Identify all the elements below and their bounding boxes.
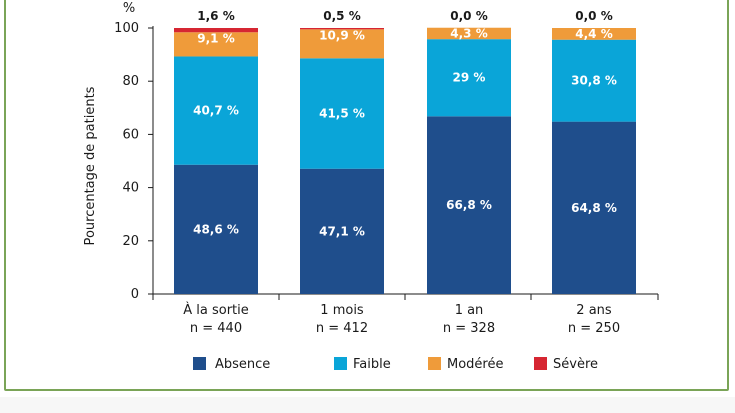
bar-sévère-1 (300, 28, 384, 30)
bar-absence-0 (174, 164, 258, 294)
x-category-label-0: À la sortie (183, 302, 249, 318)
data-label-absence-2: 66,8 % (446, 198, 492, 212)
y-tick-label-3: 60 (122, 127, 139, 142)
data-label-severe-3: 0,0 % (575, 9, 612, 23)
bar-modérée-2 (427, 27, 511, 40)
x-category-label-3: 2 ans (576, 303, 612, 318)
data-label-modérée-3: 4,4 % (575, 27, 612, 41)
bar-faible-2 (427, 39, 511, 117)
bar-modérée-1 (300, 29, 384, 59)
legend-label-modérée: Modérée (447, 357, 503, 372)
page-background-strip (0, 397, 735, 413)
x-category-n-2: n = 328 (443, 321, 495, 336)
bar-faible-3 (552, 39, 636, 122)
data-label-modérée-0: 9,1 % (197, 31, 234, 45)
legend-swatch-sévère (534, 357, 547, 370)
bar-modérée-3 (552, 28, 636, 40)
x-category-label-2: 1 an (455, 303, 484, 318)
bar-absence-3 (552, 121, 636, 294)
y-tick-label-2: 40 (122, 181, 139, 196)
x-category-label-1: 1 mois (320, 303, 364, 318)
bar-absence-1 (300, 168, 384, 294)
legend-label-absence: Absence (215, 357, 270, 372)
bar-faible-1 (300, 58, 384, 169)
data-label-modérée-1: 10,9 % (319, 28, 365, 42)
y-tick-label-4: 80 (122, 74, 139, 89)
chart-frame (4, 0, 729, 391)
bar-absence-2 (427, 116, 511, 294)
y-tick-label-0: 0 (131, 287, 139, 302)
x-category-n-3: n = 250 (568, 321, 620, 336)
data-label-modérée-2: 4,3 % (450, 27, 487, 41)
bar-modérée-0 (174, 32, 258, 57)
data-label-severe-2: 0,0 % (450, 9, 487, 23)
data-label-severe-1: 0,5 % (323, 9, 360, 23)
data-label-absence-1: 47,1 % (319, 224, 365, 238)
legend-swatch-absence (193, 357, 206, 370)
x-category-n-0: n = 440 (190, 321, 242, 336)
data-label-absence-0: 48,6 % (193, 222, 239, 236)
x-category-n-1: n = 412 (316, 321, 368, 336)
legend-label-sévère: Sévère (553, 357, 598, 372)
bar-sévère-0 (174, 28, 258, 33)
bar-faible-0 (174, 56, 258, 165)
data-label-faible-3: 30,8 % (571, 74, 617, 88)
data-label-faible-1: 41,5 % (319, 107, 365, 121)
y-tick-label-1: 20 (122, 234, 139, 249)
y-unit-label: % (123, 1, 135, 16)
legend-label-faible: Faible (353, 357, 391, 372)
legend-swatch-faible (334, 357, 347, 370)
data-label-faible-2: 29 % (453, 71, 486, 85)
y-axis-title: Pourcentage de patients (83, 86, 98, 245)
legend-swatch-modérée (428, 357, 441, 370)
data-label-severe-0: 1,6 % (197, 9, 234, 23)
data-label-absence-3: 64,8 % (571, 201, 617, 215)
data-label-faible-0: 40,7 % (193, 104, 239, 118)
y-tick-label-5: 100 (114, 21, 139, 36)
